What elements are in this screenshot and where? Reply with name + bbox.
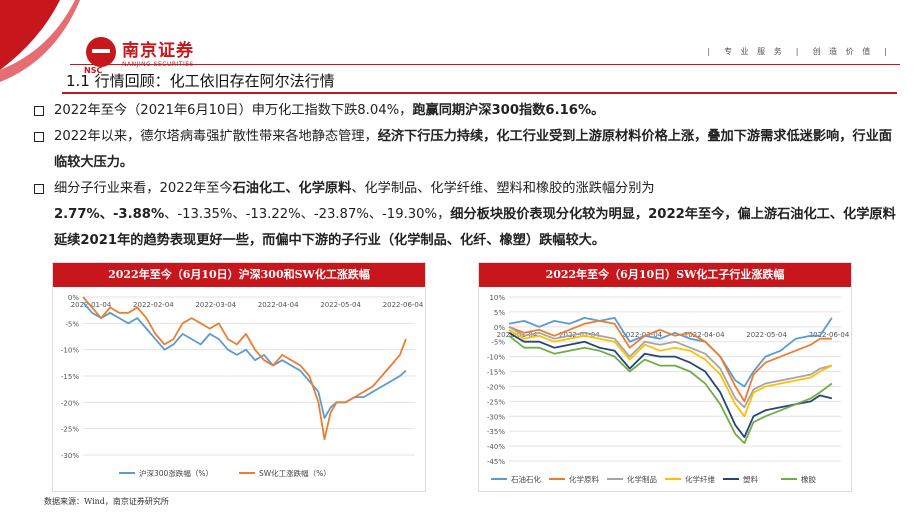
y-tick-label: -15%: [61, 373, 79, 381]
section-underline: [62, 92, 897, 94]
x-tick-label: 2022-05-04: [746, 331, 787, 339]
y-tick-label: 10%: [489, 294, 505, 302]
bullet-text: 2022年至今（2021年6月10日）申万化工指数下跌8.04%，: [54, 103, 413, 118]
legend-label: 石油石化: [511, 474, 541, 484]
y-tick-label: -35%: [487, 428, 505, 436]
y-tick-label: -45%: [487, 458, 505, 466]
y-tick-label: -25%: [487, 398, 505, 406]
subindustry-plot: 10% 5% 0% -5% -10% -15% -20% -25% -30% -35% -40% -4…: [487, 294, 850, 484]
chart-title: 2022年至今（6月10日）SW化工子行业涨跌幅: [479, 263, 851, 287]
legend-label: 橡胶: [801, 474, 816, 484]
bullet-bold-text: 跑赢同期沪深300指数6.16%。: [412, 103, 605, 118]
y-tick-label: -40%: [487, 443, 505, 451]
legend-label: 化学原料: [569, 474, 599, 484]
subindustry-chart: 2022年至今（6月10日）SW化工子行业涨跌幅 10% 5% 0% -5% -10% -…: [478, 262, 852, 492]
section-title: 1.1 行情回顾：化工依旧存在阿尔法行情: [66, 72, 335, 90]
x-tick-label: 2022-02-04: [559, 331, 600, 339]
legend-label: 沪深300涨跌幅（%）: [139, 468, 213, 478]
bullet-item: 细分子行业来看，2022年至今石油化工、化学原料、化学制品、化学纤维、塑料和橡胶…: [32, 176, 902, 254]
x-tick-label: 2022-06-04: [383, 301, 424, 309]
y-tick-label: 0%: [494, 324, 505, 332]
bullet-bold-text: 2.77%、-3.88%: [54, 207, 165, 222]
series-line: [508, 326, 833, 409]
x-tick-label: 2022-05-04: [320, 301, 361, 309]
y-tick-label: -25%: [61, 426, 79, 434]
legend-label: 化学制品: [627, 474, 657, 484]
y-tick-label: -10%: [61, 347, 79, 355]
y-tick-label: -30%: [487, 413, 505, 421]
bullet-bold-text: 石油化工、化学原料: [232, 181, 352, 196]
brand-swoosh: [0, 0, 80, 82]
bullet-text: 2022年以来，德尔塔病毒强扩散性带来各地静态管理，: [54, 129, 378, 144]
x-tick-label: 2022-03-04: [621, 331, 662, 339]
logo-abbreviation: NSC: [84, 66, 103, 75]
legend-label: 塑料: [743, 474, 758, 484]
x-tick-label: 2022-03-04: [195, 301, 236, 309]
y-tick-label: -15%: [487, 369, 505, 377]
y-tick-label: -5%: [491, 339, 505, 347]
series-line: [508, 329, 833, 418]
y-tick-label: -20%: [61, 399, 79, 407]
legend-label: SW化工涨跌幅（%）: [259, 468, 331, 478]
bullet-text: 、-13.35%、-13.22%、-23.87%、-19.30%，: [164, 207, 451, 222]
bullet-item: 2022年以来，德尔塔病毒强扩散性带来各地静态管理，经济下行压力持续，化工行业受…: [32, 124, 902, 176]
series-line: [82, 301, 407, 419]
y-tick-label: -20%: [487, 383, 505, 391]
x-tick-label: 2022-02-04: [133, 301, 174, 309]
y-tick-label: 5%: [494, 309, 505, 317]
y-tick-label: -5%: [65, 320, 79, 328]
bullet-bold-text: 细分板块股价表现分化较为明显，2022年至今，偏上游石油化工、化学原料延续202…: [54, 207, 896, 248]
x-tick-label: 2022-04-04: [258, 301, 299, 309]
legend-label: 化学纤维: [685, 474, 715, 484]
bullet-list: 2022年至今（2021年6月10日）申万化工指数下跌8.04%，跑赢同期沪深3…: [32, 98, 902, 254]
chart-title: 2022年至今（6月10日）沪深300和SW化工涨跌幅: [53, 263, 425, 287]
y-tick-label: 0%: [68, 294, 79, 302]
data-source-note: 数据来源：Wind，南京证券研究所: [44, 497, 169, 506]
series-line: [508, 320, 832, 403]
x-tick-label: 2022-01-04: [71, 301, 112, 309]
bullet-item: 2022年至今（2021年6月10日）申万化工指数下跌8.04%，跑赢同期沪深3…: [32, 98, 902, 124]
series-line: [82, 296, 407, 441]
logo-mark-icon: [86, 37, 116, 67]
header-tagline: | 专 业 服 务 | 创 造 价 值 |: [707, 47, 890, 56]
bullet-text: 细分子行业来看，2022年至今: [54, 181, 233, 196]
series-line: [508, 332, 833, 438]
header-rule: [70, 64, 900, 65]
series-line: [508, 317, 833, 388]
index-comparison-plot: 0% -5% -10% -15% -20% -25% -30% 2022-01-04 2022-…: [61, 294, 424, 478]
logo-chinese-name: 南京证券: [122, 41, 194, 61]
index-comparison-chart: 2022年至今（6月10日）沪深300和SW化工涨跌幅 0% -5% -10% -15…: [52, 262, 426, 492]
bullet-bold-text: 经济下行压力持续，化工行业受到上游原材料价格上涨，叠加下游需求低迷影响，行业面临…: [54, 129, 892, 170]
series-line: [508, 335, 833, 444]
y-tick-label: -10%: [487, 354, 505, 362]
x-tick-label: 2022-06-04: [809, 331, 850, 339]
bullet-text: 、化学制品、化学纤维、塑料和橡胶的涨跌幅分别为: [351, 181, 655, 196]
x-tick-label: 2022-04-04: [684, 331, 725, 339]
y-tick-label: -30%: [61, 452, 79, 460]
